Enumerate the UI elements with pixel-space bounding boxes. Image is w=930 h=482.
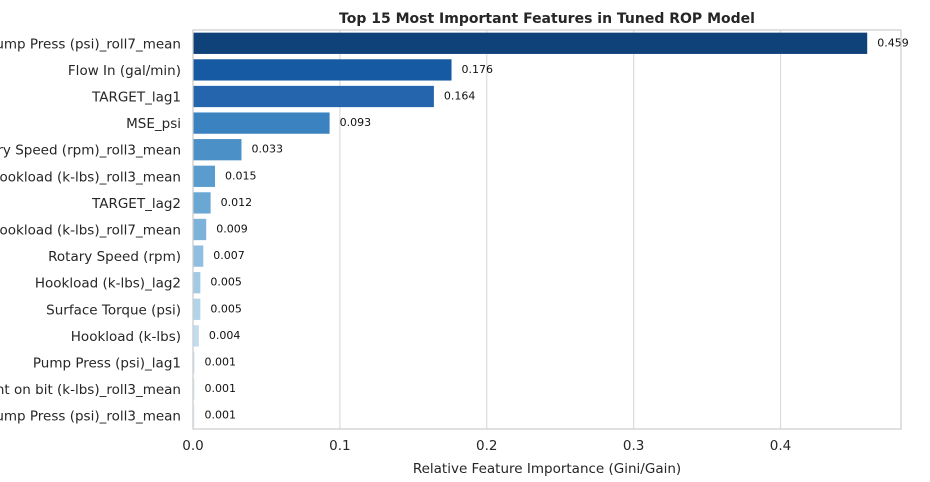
bar <box>193 245 204 267</box>
value-label: 0.001 <box>204 409 236 422</box>
y-tick-label: MSE_psi <box>126 116 181 132</box>
bar <box>193 272 201 294</box>
value-labels: 0.459 0.176 0.164 0.093 0.033 0.015 0.012 0.009… <box>204 36 908 421</box>
bar <box>193 32 868 54</box>
y-tick-label: Pump Press (psi)_roll7_mean <box>0 36 181 52</box>
x-tick-label: 0.4 <box>770 438 791 454</box>
bar <box>193 351 195 374</box>
y-tick-label: Hookload (k-lbs) <box>71 329 181 345</box>
y-tick-label: Hookload (k-lbs)_lag2 <box>35 276 181 292</box>
value-label: 0.015 <box>225 169 257 182</box>
y-tick-label: Flow In (gal/min) <box>68 63 181 79</box>
value-label: 0.001 <box>204 382 236 395</box>
bar <box>193 165 216 187</box>
value-label: 0.007 <box>213 249 245 262</box>
x-tick-label: 0.0 <box>182 438 203 454</box>
value-label: 0.001 <box>204 356 236 369</box>
bar <box>193 192 211 214</box>
x-tick-labels: 0.0 0.1 0.2 0.3 0.4 <box>182 438 791 454</box>
value-label: 0.004 <box>209 329 241 342</box>
y-tick-label: Rotary Speed (rpm) <box>48 249 181 265</box>
bars-group <box>193 32 868 427</box>
bar <box>193 298 201 320</box>
y-tick-label: Hookload (k-lbs)_roll7_mean <box>0 223 181 239</box>
bar <box>193 405 195 427</box>
value-label: 0.176 <box>462 63 494 76</box>
bar <box>193 59 452 81</box>
y-tick-label: Pump Press (psi)_roll3_mean <box>0 409 181 425</box>
y-tick-labels: Pump Press (psi)_roll7_mean Flow In (gal/… <box>0 36 181 424</box>
y-tick-label: Surface Torque (psi) <box>46 302 181 318</box>
chart-title: Top 15 Most Important Features in Tuned … <box>339 11 755 27</box>
x-tick-label: 0.2 <box>476 438 497 454</box>
value-label: 0.012 <box>221 196 253 209</box>
x-axis-title: Relative Feature Importance (Gini/Gain) <box>413 461 681 477</box>
y-tick-label: TARGET_lag2 <box>91 196 181 212</box>
x-tick-label: 0.1 <box>329 438 350 454</box>
y-tick-label: Weight on bit (k-lbs)_roll3_mean <box>0 382 181 398</box>
value-label: 0.033 <box>251 143 283 156</box>
y-tick-label: Pump Press (psi)_lag1 <box>33 356 181 372</box>
y-tick-label: Rotary Speed (rpm)_roll3_mean <box>0 143 181 159</box>
bar <box>193 139 242 161</box>
value-label: 0.164 <box>444 90 476 103</box>
value-label: 0.009 <box>216 223 248 236</box>
y-tick-label: Hookload (k-lbs)_roll3_mean <box>0 169 181 185</box>
bar <box>193 218 207 241</box>
value-label: 0.093 <box>340 116 372 129</box>
value-label: 0.459 <box>877 36 909 49</box>
value-label: 0.005 <box>210 276 242 289</box>
y-tick-label: TARGET_lag1 <box>91 90 181 106</box>
bar <box>193 325 199 347</box>
bar <box>193 112 330 134</box>
x-tick-label: 0.3 <box>623 438 644 454</box>
bar <box>193 378 195 400</box>
plot-frame <box>192 29 902 430</box>
bar <box>193 85 434 108</box>
value-label: 0.005 <box>210 302 242 315</box>
